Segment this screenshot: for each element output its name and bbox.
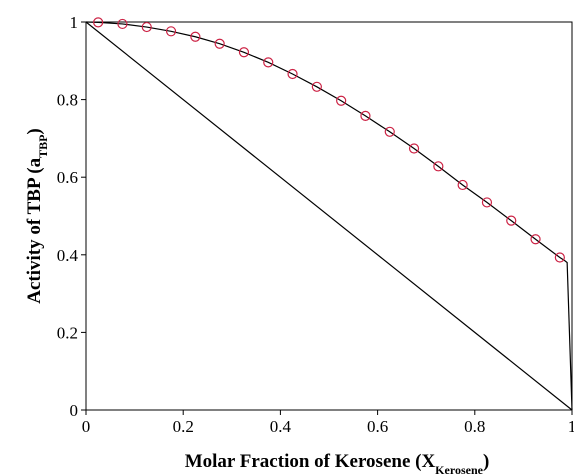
x-axis-title: Molar Fraction of Kerosene (XKerosene): [185, 451, 490, 475]
plot-frame: [85, 21, 573, 411]
x-tick-label: 0.4: [270, 417, 292, 436]
data-point: [117, 18, 128, 30]
series-markers: [93, 17, 565, 263]
y-axis-title-main: Activity of TBP (a: [24, 157, 45, 303]
data-point: [384, 126, 395, 137]
data-point: [238, 47, 250, 58]
data-point: [360, 110, 371, 121]
series-lines: [85, 21, 573, 411]
x-axis-ticks: 0 0.2 0.4 0.6 0.8 1: [82, 410, 574, 436]
x-axis-title-sub: Kerosene: [435, 463, 483, 475]
y-tick-label: 0.6: [57, 168, 78, 187]
x-axis-title-main: Molar Fraction of Kerosene (X: [185, 451, 436, 472]
x-tick-label: 0.2: [173, 417, 194, 436]
y-axis-title-close: ): [24, 128, 45, 134]
x-tick-label: 0: [82, 417, 91, 436]
data-point: [287, 68, 298, 80]
x-tick-label: 1: [568, 417, 574, 436]
data-point: [190, 31, 201, 42]
data-point: [457, 179, 468, 191]
y-tick-label: 0.2: [57, 323, 78, 342]
y-tick-label: 1: [70, 13, 79, 32]
data-point: [506, 215, 517, 226]
data-point: [165, 26, 177, 37]
series-line-2: [85, 21, 573, 411]
y-axis-title-sub: TBP: [36, 135, 50, 158]
y-axis-title: Activity of TBP (aTBP): [24, 128, 50, 304]
data-point: [311, 81, 322, 92]
y-axis-ticks: 0 0.2 0.4 0.6 0.8 1: [57, 13, 86, 420]
data-point: [408, 143, 420, 154]
data-point: [554, 252, 565, 263]
x-tick-label: 0.6: [367, 417, 388, 436]
data-point: [141, 21, 152, 33]
data-point: [530, 234, 541, 245]
x-axis-title-close: ): [483, 451, 489, 472]
y-tick-label: 0: [70, 401, 79, 420]
data-point: [433, 161, 444, 172]
x-tick-label: 0.8: [464, 417, 485, 436]
data-point: [214, 38, 225, 49]
data-point: [336, 95, 347, 106]
data-point: [263, 57, 274, 68]
data-point: [481, 197, 493, 208]
y-tick-label: 0.4: [57, 246, 79, 265]
y-tick-label: 0.8: [57, 91, 78, 110]
data-point: [93, 17, 104, 28]
